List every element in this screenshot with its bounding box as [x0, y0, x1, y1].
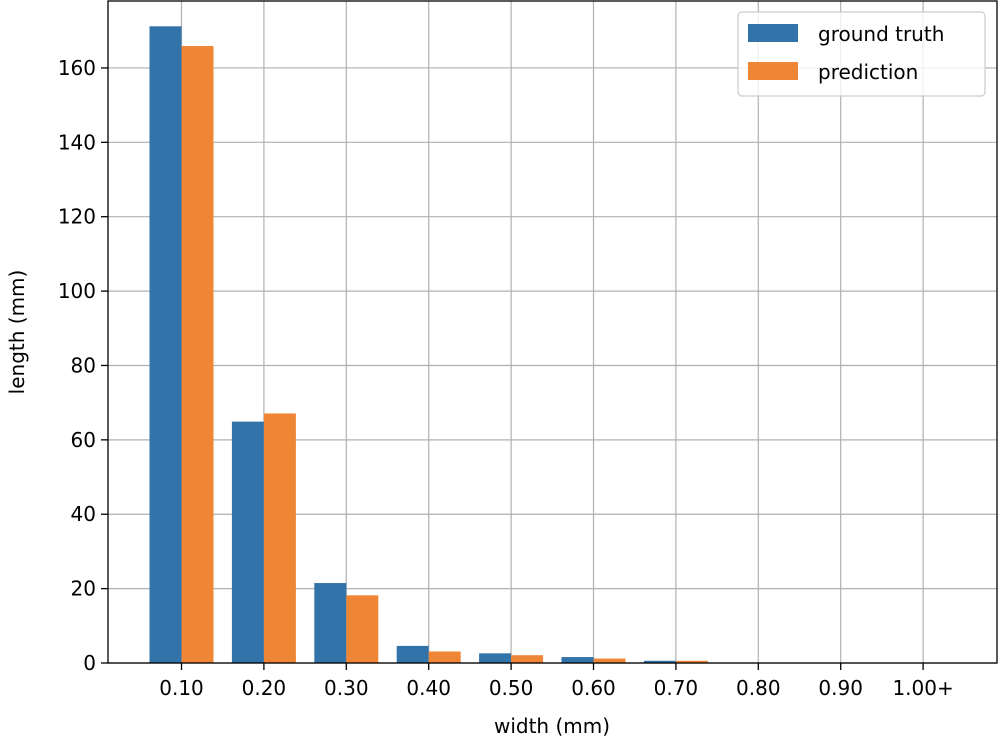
- x-tick-label: 0.10: [159, 676, 204, 700]
- x-tick-label: 0.30: [324, 676, 369, 700]
- y-axis-label: length (mm): [5, 270, 29, 395]
- y-axis-ticks: 0 20 40 60 80 100 120 140 160: [58, 56, 108, 675]
- bar-prediction: [346, 595, 379, 663]
- bar-prediction: [675, 660, 708, 663]
- bar-prediction: [593, 658, 626, 663]
- y-tick-label: 160: [58, 56, 96, 80]
- y-tick-label: 20: [71, 577, 96, 601]
- x-axis-label: width (mm): [494, 714, 610, 738]
- y-tick-label: 120: [58, 205, 96, 229]
- bar-prediction: [181, 46, 214, 664]
- y-tick-label: 100: [58, 279, 96, 303]
- bar-prediction: [428, 651, 461, 663]
- legend-label-prediction: prediction: [818, 60, 918, 84]
- x-axis-ticks: 0.10 0.20 0.30 0.40 0.50 0.60 0.70 0.80 0.90 1.00…: [159, 663, 954, 700]
- x-tick-label: 0.80: [736, 676, 781, 700]
- y-tick-label: 80: [71, 353, 96, 377]
- bar-ground-truth: [643, 660, 676, 663]
- y-tick-label: 60: [71, 428, 96, 452]
- legend: ground truth prediction: [737, 11, 986, 97]
- bar-ground-truth: [149, 26, 182, 663]
- x-tick-label: 0.90: [818, 676, 863, 700]
- y-tick-label: 40: [71, 502, 96, 526]
- bar-ground-truth: [314, 583, 347, 663]
- bar-ground-truth: [479, 653, 512, 663]
- y-tick-label: 0: [83, 651, 96, 675]
- legend-frame: [737, 11, 986, 97]
- legend-swatch-ground-truth: [748, 24, 798, 42]
- x-tick-label: 1.00+: [892, 676, 953, 700]
- bar-ground-truth: [396, 645, 429, 663]
- bar-ground-truth: [231, 421, 264, 663]
- x-tick-label: 0.70: [654, 676, 699, 700]
- bars: [149, 26, 956, 664]
- y-tick-label: 140: [58, 130, 96, 154]
- x-tick-label: 0.60: [571, 676, 616, 700]
- x-tick-label: 0.50: [489, 676, 534, 700]
- grid: [108, 1, 997, 664]
- x-tick-label: 0.40: [406, 676, 451, 700]
- x-tick-label: 0.20: [242, 676, 287, 700]
- bar-prediction: [263, 413, 296, 663]
- legend-label-ground-truth: ground truth: [818, 22, 944, 46]
- legend-swatch-prediction: [748, 62, 798, 80]
- plot-frame: [107, 0, 998, 664]
- bar-prediction: [511, 655, 544, 663]
- bar-ground-truth: [561, 657, 594, 663]
